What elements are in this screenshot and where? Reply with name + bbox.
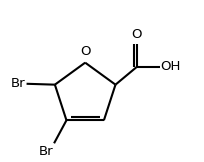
Text: O: O [80,45,90,58]
Text: Br: Br [39,145,53,158]
Text: OH: OH [161,60,181,73]
Text: O: O [131,28,142,41]
Text: Br: Br [11,77,26,90]
